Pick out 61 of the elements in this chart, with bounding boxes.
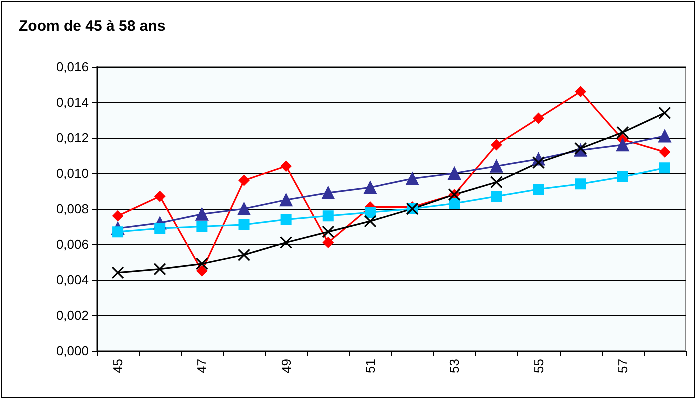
y-tick-label: 0,012 — [56, 130, 89, 146]
point — [238, 175, 250, 186]
point — [659, 162, 670, 174]
point — [617, 172, 628, 183]
point — [280, 160, 292, 172]
point — [112, 266, 124, 280]
y-tick-label: 0,008 — [56, 202, 89, 216]
point — [616, 126, 630, 139]
point — [406, 172, 420, 186]
y-tick-label: 0,014 — [56, 95, 89, 110]
x-tick-label: 53 — [447, 359, 462, 374]
point — [238, 202, 251, 216]
chart-title: Zoom de 45 à 58 ans — [19, 18, 166, 35]
y-tick-label: 0,006 — [56, 237, 89, 252]
y-tick-label: 0,010 — [56, 166, 89, 181]
point — [280, 236, 293, 250]
x-tick-label: 57 — [615, 359, 630, 374]
point — [154, 263, 166, 276]
x-tick-label: 47 — [194, 359, 210, 374]
point — [575, 86, 586, 98]
point — [322, 210, 334, 222]
point — [659, 146, 670, 158]
point — [448, 167, 462, 180]
point — [238, 248, 251, 262]
point — [322, 226, 335, 238]
y-tick-label: 0,004 — [56, 272, 89, 288]
point — [364, 215, 377, 228]
point — [532, 156, 546, 170]
point — [491, 191, 502, 202]
point — [196, 208, 209, 221]
point — [238, 219, 250, 230]
point — [322, 186, 335, 200]
point — [364, 181, 377, 194]
point — [658, 106, 672, 120]
point — [196, 266, 208, 277]
y-tick-label: 0,016 — [56, 60, 89, 74]
y-tick-label: 0,002 — [56, 308, 89, 323]
point — [449, 198, 460, 210]
point — [196, 221, 208, 232]
point — [322, 237, 334, 248]
point — [154, 223, 166, 234]
point — [490, 176, 503, 189]
point — [490, 160, 504, 173]
point — [616, 138, 630, 152]
point — [112, 210, 124, 222]
point — [575, 178, 586, 190]
x-tick-label: 45 — [110, 359, 126, 374]
point — [280, 194, 293, 207]
x-tick-label: 51 — [362, 359, 378, 374]
point — [533, 184, 544, 195]
point — [658, 130, 672, 143]
point — [112, 226, 124, 238]
point — [491, 140, 502, 151]
point — [280, 214, 292, 226]
y-tick-label: 0,000 — [56, 344, 89, 358]
point — [154, 191, 166, 202]
point — [196, 258, 208, 270]
x-tick-label: 49 — [278, 359, 294, 374]
x-tick-label: 55 — [531, 359, 546, 374]
point — [533, 112, 544, 124]
point — [364, 207, 376, 218]
